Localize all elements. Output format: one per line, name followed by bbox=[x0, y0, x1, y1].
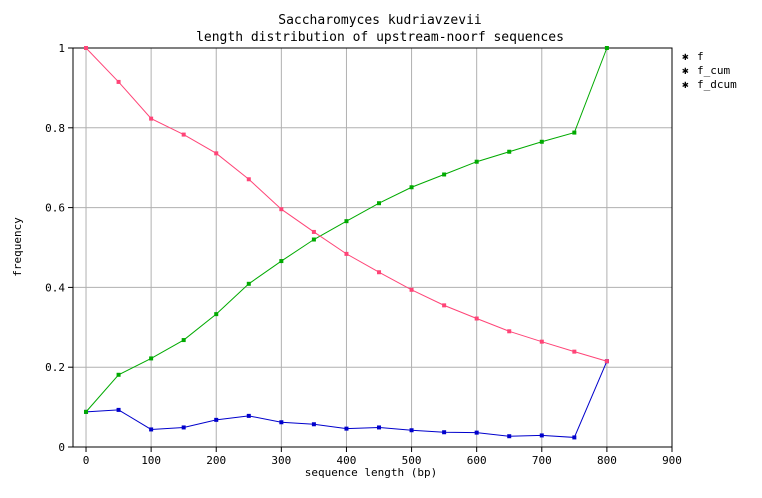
data-point-f_dcum bbox=[181, 132, 186, 137]
x-tick-label: 100 bbox=[141, 454, 161, 467]
axis-ticks: 0 100 200 300 400 500 600 700 800 900 0 0.2 0.4 0.6 0.… bbox=[45, 42, 682, 467]
data-point-f bbox=[149, 427, 154, 432]
data-point-f bbox=[279, 420, 284, 425]
plot-frame bbox=[72, 47, 673, 448]
y-tick-label: 0.6 bbox=[45, 202, 65, 215]
data-point-f_dcum bbox=[539, 339, 544, 344]
x-tick-label: 900 bbox=[662, 454, 682, 467]
y-tick-label: 1 bbox=[58, 42, 65, 55]
legend-marker-f_dcum: ✱ bbox=[682, 78, 689, 91]
legend-label-f_cum: f_cum bbox=[697, 64, 730, 77]
data-point-f bbox=[572, 435, 577, 440]
data-point-f_dcum bbox=[377, 270, 382, 275]
data-point-f bbox=[246, 413, 251, 418]
data-point-f bbox=[344, 426, 349, 431]
series-group bbox=[84, 46, 609, 440]
data-point-f bbox=[181, 425, 186, 430]
data-point-f_cum bbox=[279, 259, 284, 264]
data-point-f_cum bbox=[507, 149, 512, 154]
data-point-f_cum bbox=[539, 139, 544, 144]
data-point-f_cum bbox=[246, 281, 251, 286]
x-tick-label: 400 bbox=[337, 454, 357, 467]
data-point-f_dcum bbox=[116, 79, 121, 84]
data-point-f_cum bbox=[442, 172, 447, 177]
x-tick-label: 700 bbox=[532, 454, 552, 467]
y-tick-label: 0.2 bbox=[45, 361, 65, 374]
chart-subtitle: length distribution of upstream-noorf se… bbox=[196, 30, 564, 45]
data-point-f_cum bbox=[311, 237, 316, 242]
data-point-f_dcum bbox=[311, 229, 316, 234]
chart-title: Saccharomyces kudriavzevii bbox=[278, 13, 482, 28]
data-point-f_cum bbox=[604, 46, 609, 50]
data-point-f_cum bbox=[214, 312, 219, 317]
data-point-f_dcum bbox=[572, 349, 577, 354]
data-point-f bbox=[507, 434, 512, 439]
data-point-f_dcum bbox=[507, 329, 512, 334]
data-point-f bbox=[311, 422, 316, 427]
data-point-f bbox=[409, 428, 414, 433]
data-point-f_cum bbox=[149, 356, 154, 361]
data-point-f_cum bbox=[409, 185, 414, 190]
legend-marker-f: ✱ bbox=[682, 50, 689, 63]
data-point-f_dcum bbox=[442, 303, 447, 308]
data-point-f bbox=[116, 407, 121, 412]
legend-label-f: f bbox=[697, 50, 704, 63]
data-point-f bbox=[539, 433, 544, 438]
data-point-f_cum bbox=[116, 372, 121, 377]
grid-lines bbox=[73, 47, 673, 448]
legend: ✱ f ✱ f_cum ✱ f_dcum bbox=[682, 50, 737, 91]
x-tick-label: 500 bbox=[402, 454, 422, 467]
data-point-f_cum bbox=[474, 159, 479, 164]
y-axis-label: frequency bbox=[11, 217, 24, 277]
data-point-f bbox=[442, 430, 447, 435]
y-tick-label: 0.8 bbox=[45, 122, 65, 135]
data-point-f bbox=[474, 430, 479, 435]
x-tick-label: 200 bbox=[206, 454, 226, 467]
data-point-f_cum bbox=[572, 130, 577, 135]
y-tick-label: 0.4 bbox=[45, 281, 65, 294]
x-tick-label: 0 bbox=[83, 454, 90, 467]
x-tick-label: 300 bbox=[271, 454, 291, 467]
data-point-f_dcum bbox=[474, 316, 479, 321]
legend-label-f_dcum: f_dcum bbox=[697, 78, 737, 91]
data-point-f_cum bbox=[84, 409, 89, 414]
data-point-f bbox=[214, 417, 219, 422]
data-point-f_cum bbox=[344, 219, 349, 224]
data-point-f_dcum bbox=[84, 46, 89, 50]
data-point-f_dcum bbox=[214, 151, 219, 156]
x-tick-label: 600 bbox=[467, 454, 487, 467]
data-point-f bbox=[377, 425, 382, 430]
data-point-f_cum bbox=[377, 201, 382, 206]
x-tick-label: 800 bbox=[597, 454, 617, 467]
data-point-f_dcum bbox=[246, 177, 251, 182]
y-tick-label: 0 bbox=[58, 441, 65, 454]
x-axis-label: sequence length (bp) bbox=[305, 466, 437, 479]
data-point-f_dcum bbox=[149, 116, 154, 121]
data-point-f_dcum bbox=[344, 251, 349, 256]
data-point-f_cum bbox=[181, 338, 186, 343]
data-point-f_dcum bbox=[279, 207, 284, 212]
data-point-f_dcum bbox=[604, 359, 609, 364]
legend-marker-f_cum: ✱ bbox=[682, 64, 689, 77]
data-point-f_dcum bbox=[409, 287, 414, 292]
